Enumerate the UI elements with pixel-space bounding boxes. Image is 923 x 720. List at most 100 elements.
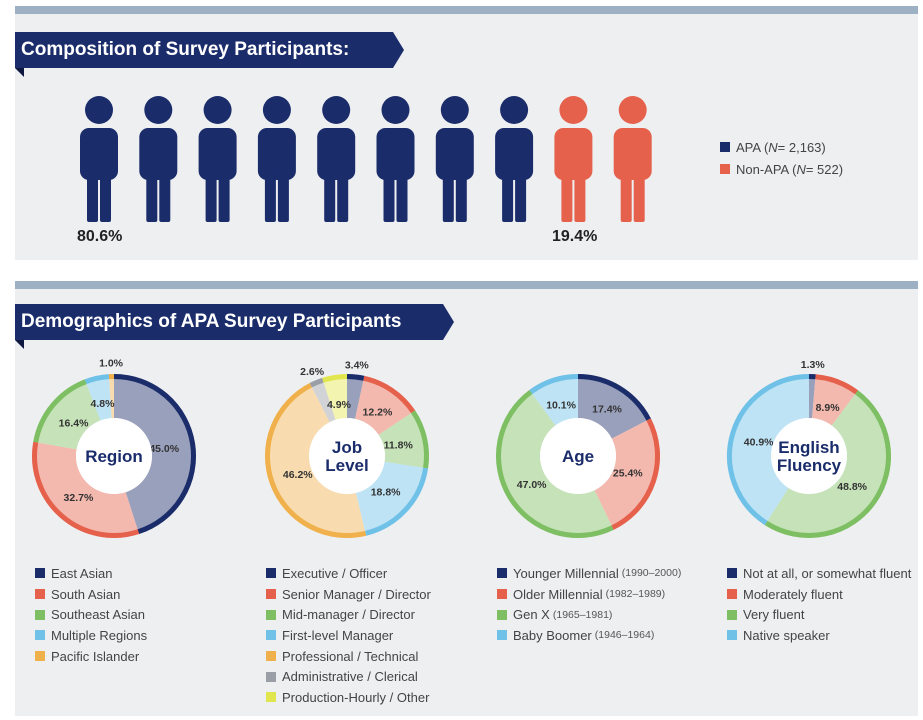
composition-legend-item: Non-APA (N = 522) xyxy=(720,158,843,180)
donut-value-label: 11.8% xyxy=(384,440,414,452)
donut-center-title: English xyxy=(778,438,839,457)
donut-value-label: 16.4% xyxy=(59,418,89,430)
legend-item: Administrative / Clerical xyxy=(266,666,431,687)
legend-swatch xyxy=(266,630,276,640)
legend-item: East Asian xyxy=(35,563,147,584)
legend-swatch xyxy=(497,568,507,578)
job-level-donut-chart: 3.4% 12.2% 11.8% 18.8% 46.2% 2.6% 4.9% Job Level xyxy=(251,356,451,546)
legend-note: (1946–1964) xyxy=(595,629,655,641)
legend-note: (1982–1989) xyxy=(606,588,666,600)
legend-label: Baby Boomer xyxy=(513,628,592,643)
donut-value-label: 25.4% xyxy=(613,468,643,480)
legend-label: First-level Manager xyxy=(282,628,393,643)
donut-value-label: 1.3% xyxy=(801,359,826,371)
legend-swatch xyxy=(727,610,737,620)
legend-label: Older Millennial xyxy=(513,587,603,602)
legend-swatch xyxy=(35,651,45,661)
legend-swatch xyxy=(727,568,737,578)
donut-value-label: 4.8% xyxy=(91,398,116,410)
legend-label: APA ( xyxy=(736,140,768,155)
legend-item: Moderately fluent xyxy=(727,584,911,605)
composition-legend: APA (N = 2,163) Non-APA (N = 522) xyxy=(720,136,843,180)
legend-item: Not at all, or somewhat fluent xyxy=(727,563,911,584)
legend-swatch xyxy=(266,568,276,578)
legend-swatch xyxy=(266,610,276,620)
legend-label: Very fluent xyxy=(743,607,804,622)
legend-label: N xyxy=(768,140,777,155)
legend-swatch xyxy=(497,630,507,640)
donut-value-label: 12.2% xyxy=(363,406,393,418)
legend-item: Southeast Asian xyxy=(35,604,147,625)
legend-item: Pacific Islander xyxy=(35,646,147,667)
donut-value-label: 17.4% xyxy=(592,403,622,415)
legend-label: Native speaker xyxy=(743,628,830,643)
donut-value-label: 8.9% xyxy=(816,402,841,414)
legend-label: Moderately fluent xyxy=(743,587,843,602)
legend-label: East Asian xyxy=(51,566,112,581)
legend-swatch xyxy=(35,568,45,578)
legend-swatch xyxy=(35,589,45,599)
legend-label: = 2,163) xyxy=(778,140,826,155)
donut-value-label: 3.4% xyxy=(345,360,370,372)
donut-value-label: 47.0% xyxy=(517,479,547,491)
english-fluency-legend: Not at all, or somewhat fluent Moderately… xyxy=(727,563,911,646)
donut-value-label: 18.8% xyxy=(371,487,401,499)
donut-value-label: 10.1% xyxy=(546,400,576,412)
legend-label: Non-APA ( xyxy=(736,162,796,177)
legend-swatch xyxy=(266,589,276,599)
legend-label: Not at all, or somewhat fluent xyxy=(743,566,911,581)
legend-item: Production-Hourly / Other xyxy=(266,687,431,708)
donut-value-label: 46.2% xyxy=(283,469,313,481)
nonapa-percent-label: 19.4% xyxy=(552,228,597,246)
legend-label: Professional / Technical xyxy=(282,649,418,664)
legend-swatch xyxy=(266,651,276,661)
legend-note: (1990–2000) xyxy=(622,567,682,579)
person-icon-nonapa xyxy=(614,96,652,222)
legend-item: First-level Manager xyxy=(266,625,431,646)
demographics-title: Demographics of APA Survey Participants xyxy=(15,304,443,340)
region-legend: East Asian South Asian Southeast Asian Mult… xyxy=(35,563,147,666)
donut-center-title: Region xyxy=(85,447,143,466)
legend-label: Younger Millennial xyxy=(513,566,619,581)
donut-center-title: Level xyxy=(325,456,368,475)
legend-label: Senior Manager / Director xyxy=(282,587,431,602)
donut-value-label: 32.7% xyxy=(64,492,94,504)
legend-label: Gen X xyxy=(513,607,550,622)
legend-label: N xyxy=(796,162,805,177)
legend-swatch xyxy=(35,610,45,620)
person-icon-apa xyxy=(199,96,237,222)
legend-swatch xyxy=(35,630,45,640)
legend-item: Senior Manager / Director xyxy=(266,584,431,605)
person-icon-apa xyxy=(80,96,118,222)
legend-item: Gen X (1965–1981) xyxy=(497,604,681,625)
legend-swatch xyxy=(266,672,276,682)
composition-legend-item: APA (N = 2,163) xyxy=(720,136,843,158)
legend-label: Executive / Officer xyxy=(282,566,387,581)
person-icon-apa xyxy=(317,96,355,222)
legend-label: South Asian xyxy=(51,587,120,602)
person-icon-apa xyxy=(436,96,474,222)
donut-value-label: 40.9% xyxy=(744,436,774,448)
legend-item: South Asian xyxy=(35,584,147,605)
legend-label: Production-Hourly / Other xyxy=(282,690,429,705)
region-donut-chart: 45.0% 32.7% 16.4% 4.8% 1.0% Region xyxy=(18,356,218,546)
donut-center-title: Age xyxy=(562,447,594,466)
legend-swatch xyxy=(727,630,737,640)
donut-value-label: 4.9% xyxy=(327,399,352,411)
legend-swatch xyxy=(497,610,507,620)
legend-label: Multiple Regions xyxy=(51,628,147,643)
legend-label: Mid-manager / Director xyxy=(282,607,415,622)
banner-fold xyxy=(15,340,24,349)
person-icon-apa xyxy=(258,96,296,222)
composition-panel: Composition of Survey Participants: 80.6… xyxy=(15,6,918,260)
legend-item: Baby Boomer (1946–1964) xyxy=(497,625,681,646)
donut-center-title: Fluency xyxy=(777,456,842,475)
legend-label: = 522) xyxy=(806,162,843,177)
legend-label: Southeast Asian xyxy=(51,607,145,622)
donut-value-label: 1.0% xyxy=(99,358,124,370)
legend-item: Executive / Officer xyxy=(266,563,431,584)
legend-swatch xyxy=(266,692,276,702)
legend-label: Administrative / Clerical xyxy=(282,669,418,684)
person-icon-apa xyxy=(495,96,533,222)
legend-swatch xyxy=(497,589,507,599)
